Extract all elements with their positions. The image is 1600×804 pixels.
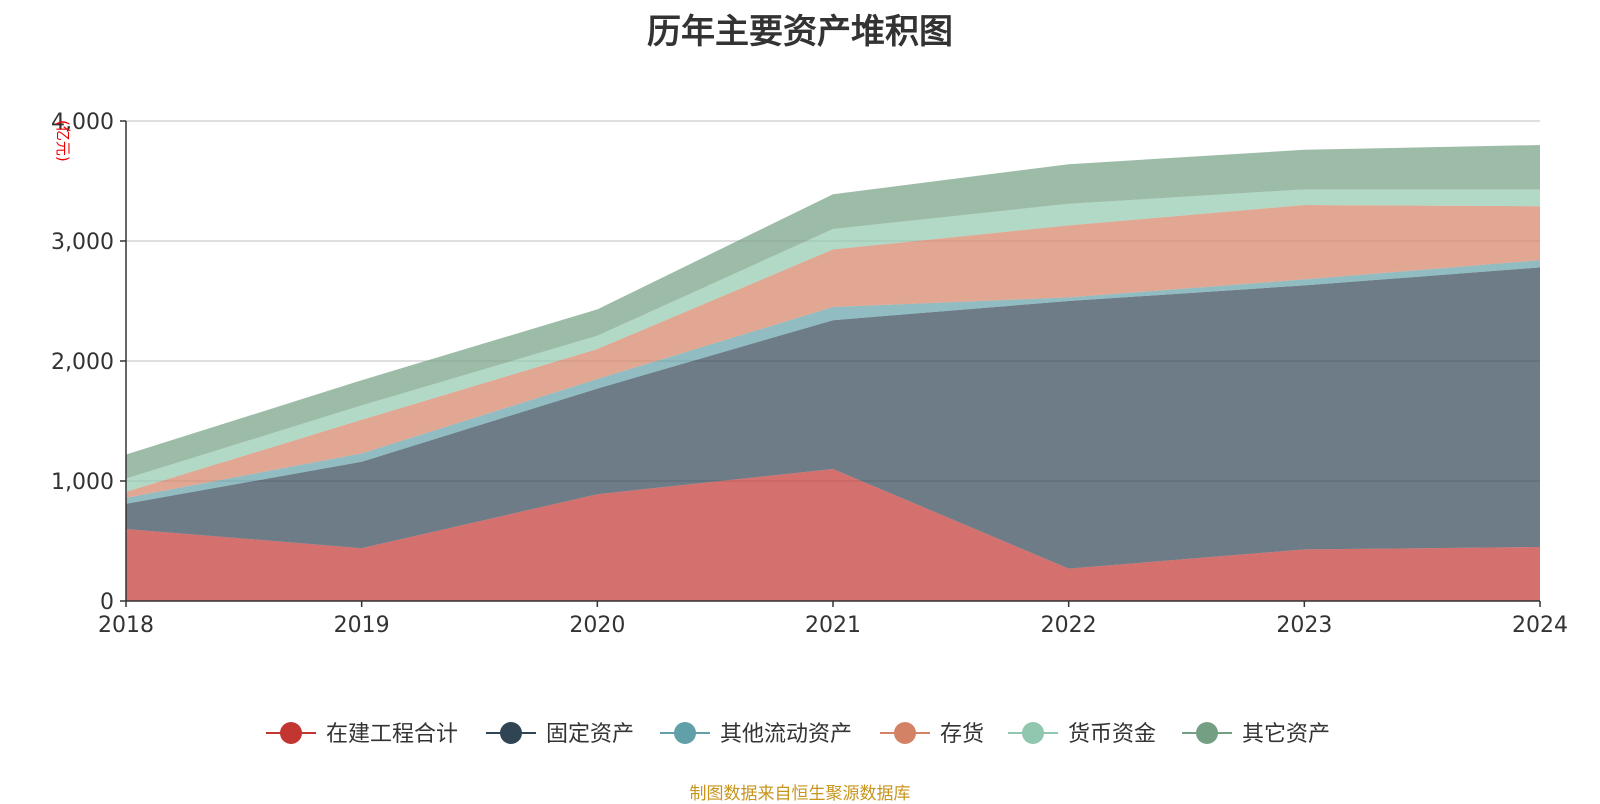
legend-item-4[interactable]: 货币资金 xyxy=(1008,722,1156,747)
legend-label: 其他流动资产 xyxy=(720,722,852,747)
legend-label: 在建工程合计 xyxy=(326,722,458,747)
legend-circle-icon xyxy=(500,722,522,744)
x-tick-label: 2024 xyxy=(1512,613,1568,638)
legend-circle-icon xyxy=(280,722,302,744)
x-tick-label: 2018 xyxy=(98,613,154,638)
area-series-2 xyxy=(126,260,1540,504)
legend-item-5[interactable]: 其它资产 xyxy=(1182,722,1330,747)
x-tick-label: 2023 xyxy=(1276,613,1332,638)
area-series-0 xyxy=(126,469,1540,601)
x-tick-label: 2022 xyxy=(1041,613,1097,638)
x-tick-label: 2020 xyxy=(569,613,625,638)
source-note: 制图数据来自恒生聚源数据库 xyxy=(689,784,911,804)
legend-circle-icon xyxy=(1196,722,1218,744)
legend: 在建工程合计 固定资产 其他流动资产 存货 货币资金 其它资产 xyxy=(266,722,1330,747)
legend-label: 存货 xyxy=(940,722,984,747)
x-tick-label: 2019 xyxy=(334,613,390,638)
legend-item-1[interactable]: 固定资产 xyxy=(486,722,634,747)
legend-circle-icon xyxy=(674,722,696,744)
legend-label: 固定资产 xyxy=(546,722,634,747)
legend-item-0[interactable]: 在建工程合计 xyxy=(266,722,458,747)
legend-circle-icon xyxy=(894,722,916,744)
legend-item-3[interactable]: 存货 xyxy=(880,722,984,747)
y-axis-unit: (亿元) xyxy=(54,120,72,162)
y-tick-label: 4,000 xyxy=(51,110,114,135)
area-series-3 xyxy=(126,205,1540,498)
y-tick-label: 2,000 xyxy=(51,350,114,375)
legend-circle-icon xyxy=(1022,722,1044,744)
legend-item-2[interactable]: 其他流动资产 xyxy=(660,722,852,747)
y-tick-label: 1,000 xyxy=(51,470,114,495)
legend-label: 货币资金 xyxy=(1068,722,1156,747)
area-series-1 xyxy=(126,267,1540,569)
axis-layer: 0 1,000 2,000 3,000 4,000 2018 2019 2020 2021 202… xyxy=(51,110,1568,638)
area-series-5 xyxy=(126,145,1540,479)
area-layer xyxy=(126,145,1540,601)
x-tick-label: 2021 xyxy=(805,613,861,638)
y-tick-label: 0 xyxy=(100,590,114,615)
legend-label: 其它资产 xyxy=(1242,722,1330,747)
chart-title: 历年主要资产堆积图 xyxy=(647,12,953,52)
y-tick-label: 3,000 xyxy=(51,230,114,255)
